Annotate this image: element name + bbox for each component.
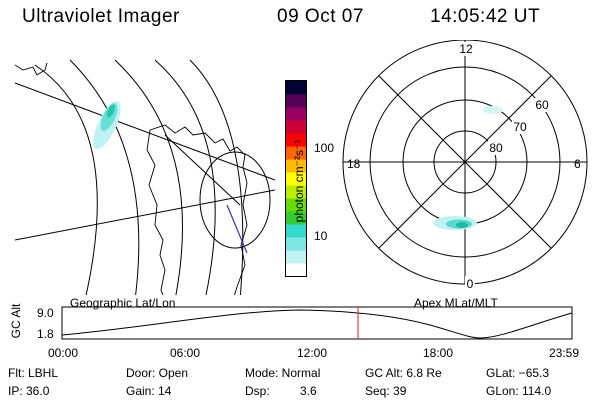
meridian-line (15, 189, 275, 241)
polar-label-60: 60 (535, 98, 549, 112)
emission-blob-faint (483, 106, 503, 114)
timeline-tick-1: 06:00 (170, 346, 201, 360)
meridian-line (164, 134, 241, 206)
timeline-tick-4: 23:59 (549, 346, 580, 360)
polar-diagonal (378, 75, 552, 249)
info-dsp-value: 3.6 (300, 384, 317, 398)
color-bar-segment (286, 250, 306, 264)
timeline-y-min: 1.8 (37, 327, 54, 341)
timeline-y-max: 9.0 (37, 306, 54, 320)
color-bar-segment (286, 211, 306, 225)
time-label: 14:05:42 UT (430, 6, 541, 27)
polar-label-0: 0 (467, 277, 474, 291)
info-glat: GLat: −65.3 (486, 366, 550, 380)
latitude-arc (69, 59, 140, 295)
colorbar-unit-label: photon cm⁻²s⁻¹ (292, 139, 306, 223)
polar-label-70: 70 (513, 120, 527, 134)
info-gc-alt: GC Alt: 6.8 Re (365, 366, 442, 380)
latitude-arc (154, 59, 216, 295)
colorbar-tick-10: 10 (314, 229, 328, 243)
app-title: Ultraviolet Imager (22, 6, 180, 27)
emission-blob (106, 104, 116, 118)
altitude-timeline (61, 306, 573, 340)
meridian-line (15, 82, 275, 181)
polar-label-18: 18 (347, 157, 361, 171)
color-bar-segment (286, 172, 306, 186)
color-bar-segment (286, 263, 306, 276)
geographic-map (15, 59, 275, 295)
color-bar-segment (286, 133, 306, 147)
latitude-arc (189, 59, 244, 295)
colorbar-tick-100: 100 (314, 141, 335, 155)
color-bar-segment (286, 237, 306, 251)
timeline-frame (61, 306, 573, 340)
info-seq: Seq: 39 (365, 384, 407, 398)
latitude-arc (114, 59, 183, 295)
polar-plot: 12 18 6 0 60 70 80 (342, 40, 588, 291)
emission-blob (456, 222, 468, 228)
timeline-tick-2: 12:00 (297, 346, 328, 360)
color-bar-segment (286, 198, 306, 212)
color-bar-segment (286, 224, 306, 238)
color-bar-gradient (286, 81, 306, 276)
info-dsp-label: Dsp: (245, 384, 270, 398)
date-label: 09 Oct 07 (277, 6, 364, 27)
coastline (146, 124, 248, 295)
info-gain: Gain: 14 (126, 384, 172, 398)
polar-label-12: 12 (459, 42, 473, 56)
timeline-y-label: GC Alt (9, 303, 23, 339)
altitude-curve (61, 309, 573, 339)
color-bar-segment (286, 185, 306, 199)
color-bar-segment (286, 81, 306, 95)
timeline-tick-0: 00:00 (48, 346, 79, 360)
polar-label-80: 80 (489, 141, 503, 155)
info-ip: IP: 36.0 (8, 384, 50, 398)
info-flt: Flt: LBHL (8, 366, 59, 380)
polar-label-6: 6 (574, 157, 581, 171)
info-door: Door: Open (126, 366, 189, 380)
satellite-track (226, 204, 248, 254)
pole-oval (199, 151, 271, 249)
color-bar-segment (286, 120, 306, 134)
info-mode: Mode: Normal (245, 366, 321, 380)
color-bar-segment (286, 107, 306, 121)
timeline-tick-3: 18:00 (423, 346, 454, 360)
color-bar-segment (286, 146, 306, 160)
color-bar-segment (286, 159, 306, 173)
color-bar (285, 80, 307, 277)
coastline (15, 62, 48, 76)
color-bar-segment (286, 94, 306, 108)
latitude-arc (34, 64, 98, 295)
info-glon: GLon: 114.0 (486, 384, 552, 398)
